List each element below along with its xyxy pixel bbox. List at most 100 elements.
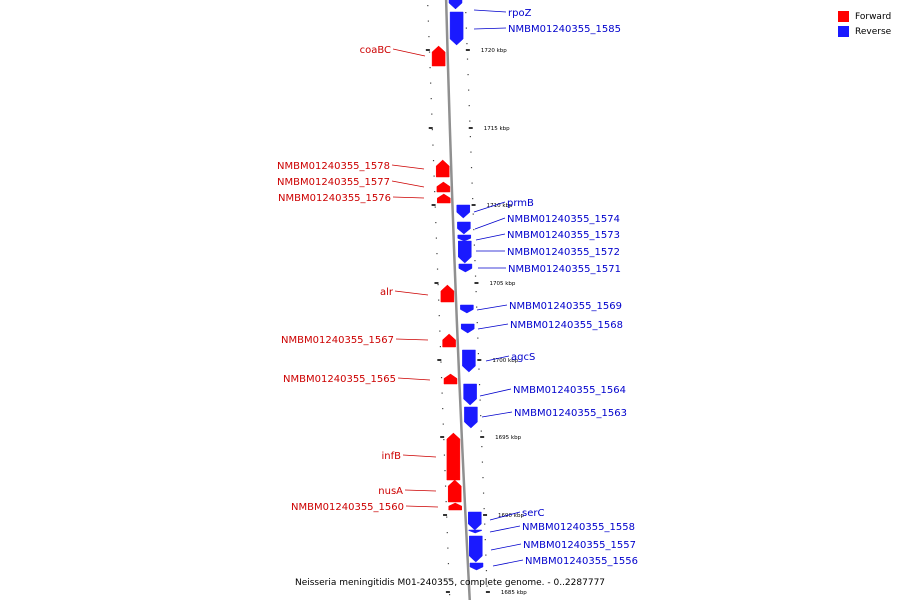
legend-item-forward: Forward: [838, 9, 891, 24]
gene-arrow-nmbm01240355-1576: [437, 193, 451, 204]
gene-label-coabc: coaBC: [360, 45, 391, 56]
leader-line: [475, 233, 506, 241]
gene-arrow-nmbm01240355-1573: [457, 234, 472, 242]
track-dot: [430, 98, 432, 100]
track-dot: [471, 182, 473, 184]
track-dot: [480, 430, 482, 432]
track-dot: [477, 353, 480, 355]
track-dot: [446, 516, 448, 518]
gene-label-nmbm01240355-1574: NMBM01240355_1574: [507, 214, 620, 225]
track-dot: [482, 477, 484, 479]
track-dot: [444, 485, 447, 487]
gene-arrow-nmbm01240355-1571: [458, 263, 473, 273]
track-dot: [448, 594, 451, 596]
gene-label-nmbm01240355-1556: NMBM01240355_1556: [525, 556, 638, 567]
gene-label-nmbm01240355-1563: NMBM01240355_1563: [514, 408, 627, 419]
track-dot: [472, 213, 474, 215]
leader-line: [492, 559, 524, 567]
track-dot: [486, 585, 488, 587]
track-dot: [431, 113, 433, 115]
scale-ticks: 1720 kbp 1715 kbp 1710 kbp 1705 kbp 1700 kbp…: [425, 48, 527, 596]
track-dot: [431, 129, 433, 131]
track-dot: [443, 439, 445, 441]
track-dot: [466, 58, 469, 60]
track-dot: [484, 539, 486, 541]
track-dot: [473, 244, 475, 246]
leader-line: [405, 505, 439, 508]
leader-line: [474, 217, 506, 230]
track-dot: [442, 423, 444, 425]
gene-arrow-nmbm01240355-1569: [460, 304, 474, 314]
gene-arrow-nmbm01240355-1560: [448, 502, 462, 511]
gene-label-nmbm01240355-1585: NMBM01240355_1585: [508, 24, 621, 35]
leader-line: [392, 48, 426, 57]
track-dot: [439, 346, 442, 348]
gene-label-nmbm01240355-1568: NMBM01240355_1568: [510, 320, 623, 331]
leader-line: [402, 454, 437, 458]
leader-line: [395, 338, 429, 341]
gene-label-nmbm01240355-1576: NMBM01240355_1576: [278, 193, 391, 204]
tick-label: 1710 kbp: [487, 203, 513, 209]
gene-arrow-nmbm01240355-1563: [464, 406, 478, 429]
gene-label-rpoz: rpoZ: [508, 8, 532, 19]
gene-label-nmbm01240355-1578: NMBM01240355_1578: [277, 161, 390, 172]
leader-line: [479, 388, 512, 397]
track-dot: [438, 299, 440, 301]
genome-backbone: [444, 0, 471, 600]
gene-label-nmbm01240355-1577: NMBM01240355_1577: [277, 177, 390, 188]
gene-arrow-nmbm01240355-1558: [468, 529, 482, 534]
track-dot: [476, 306, 478, 308]
label-leader-lines: [391, 9, 524, 567]
legend-item-reverse: Reverse: [838, 24, 891, 39]
track-dot: [433, 175, 435, 177]
leader-line: [481, 411, 513, 418]
gene-arrow-nmbm01240355-1556: [469, 562, 484, 571]
track-dot: [478, 384, 481, 386]
tick-label: 1695 kbp: [495, 435, 521, 441]
gene-label-serc: serC: [522, 508, 544, 519]
gene-arrow-infb: [446, 432, 461, 481]
track-dot: [466, 43, 468, 45]
leader-line: [489, 525, 521, 533]
leader-line: [476, 304, 508, 311]
gene-label-agcs: agcS: [511, 352, 535, 363]
gene-label-nmbm01240355-1557: NMBM01240355_1557: [523, 540, 636, 551]
tick-label: 1705 kbp: [489, 281, 515, 287]
track-dot: [428, 36, 430, 38]
gene-label-nmbm01240355-1558: NMBM01240355_1558: [522, 522, 635, 533]
track-dot: [436, 253, 438, 255]
track-dot: [467, 74, 469, 76]
legend-label-reverse: Reverse: [855, 26, 892, 37]
track-dot: [479, 399, 481, 401]
track-dot: [440, 377, 443, 379]
leader-line: [473, 27, 507, 30]
track-dot: [470, 151, 472, 153]
track-dot: [434, 191, 436, 193]
track-dot: [474, 260, 476, 262]
track-dot: [477, 337, 479, 339]
track-dot: [481, 461, 484, 463]
track-dot: [448, 578, 450, 580]
track-dot: [441, 392, 443, 394]
track-dot: [435, 237, 437, 239]
gene-arrow-nmbm01240355-1568: [460, 323, 475, 334]
tick-label: 1690 kbp: [498, 513, 524, 519]
gene-labels: rpoZ NMBM01240355_1585 coaBC NMBM01240355_1…: [277, 8, 638, 567]
track-dot: [481, 446, 483, 448]
track-dot: [473, 229, 475, 231]
track-dot: [432, 144, 434, 146]
leader-line: [404, 489, 437, 492]
track-dot: [436, 268, 439, 270]
track-dot: [465, 12, 467, 14]
leader-line: [485, 355, 510, 362]
track-dot: [470, 167, 473, 169]
leader-line: [490, 543, 522, 551]
track-dot: [475, 291, 477, 293]
gene-label-alr: alr: [380, 287, 394, 298]
track-dot: [445, 501, 447, 503]
track-dot: [484, 523, 486, 525]
track-dot: [468, 105, 470, 107]
gene-label-nmbm01240355-1567: NMBM01240355_1567: [281, 335, 394, 346]
track-dot: [428, 51, 431, 53]
gene-arrow-nmbm01240355-1574: [457, 221, 471, 235]
